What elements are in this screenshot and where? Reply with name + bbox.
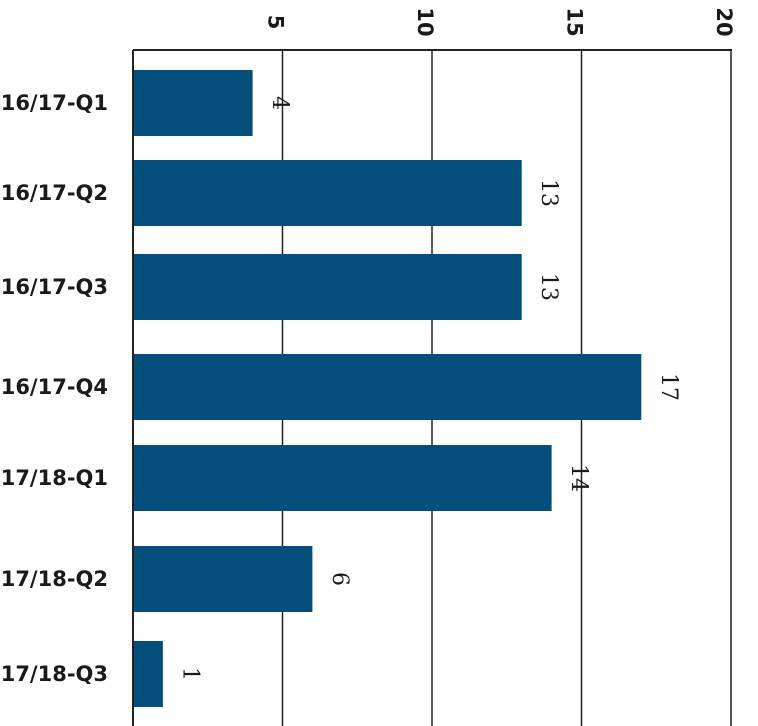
x-tick-label-5: 5 [264,15,288,30]
category-label-16/17-Q3: 16/17-Q3 [1,275,108,299]
bar-17/18-Q2 [133,546,313,612]
data-label-17/18-Q3: 1 [177,667,202,681]
category-label-16/17-Q2: 16/17-Q2 [1,181,108,205]
bar-17/18-Q1 [133,445,552,511]
data-label-17/18-Q2: 6 [327,572,352,586]
data-label-17/18-Q1: 14 [566,464,591,492]
bars [133,70,642,707]
data-labels: 4 13 13 17 14 6 1 [177,96,680,681]
x-tick-label-15: 15 [563,7,587,36]
category-label-17/18-Q3: 17/18-Q3 [1,662,108,686]
data-label-16/17-Q2: 13 [536,179,561,207]
x-tick-label-20: 20 [712,7,736,36]
bar-16/17-Q4 [133,354,642,420]
data-label-16/17-Q1: 4 [267,96,292,110]
category-labels: 16/17-Q1 16/17-Q2 16/17-Q3 16/17-Q4 17/18-Q1… [1,91,108,686]
category-label-17/18-Q1: 17/18-Q1 [1,466,108,490]
data-label-16/17-Q3: 13 [536,273,561,301]
x-tick-label-10: 10 [413,7,437,36]
category-label-16/17-Q4: 16/17-Q4 [1,375,108,399]
bar-16/17-Q3 [133,254,522,320]
bar-16/17-Q1 [133,70,253,136]
category-label-17/18-Q2: 17/18-Q2 [1,567,108,591]
bar-17/18-Q3 [133,641,163,707]
bar-16/17-Q2 [133,160,522,226]
x-tick-labels: 5 10 15 20 [264,7,737,36]
category-label-16/17-Q1: 16/17-Q1 [1,91,108,115]
data-label-16/17-Q4: 17 [656,373,681,401]
